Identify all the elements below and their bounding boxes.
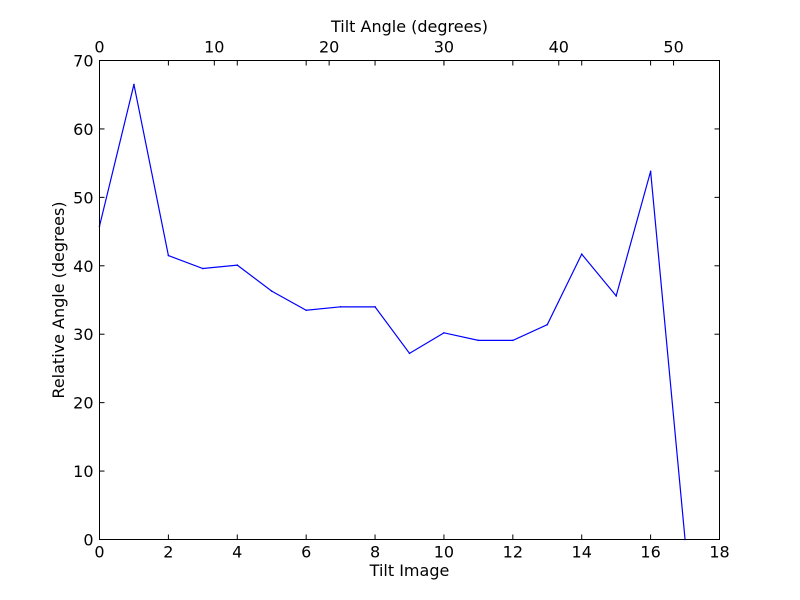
y-tick-label: 20 — [73, 394, 93, 413]
y-tick-label: 60 — [73, 120, 93, 139]
y-tick-label: 30 — [73, 325, 93, 344]
x-tick-label: 2 — [163, 543, 173, 562]
x-tick-label: 14 — [572, 543, 592, 562]
data-point — [270, 290, 273, 292]
x-tick-label: 16 — [640, 543, 660, 562]
x-tick-label: 0 — [94, 543, 104, 562]
data-point — [615, 295, 617, 297]
x-tick-label: 8 — [370, 543, 380, 562]
top-x-tick-label: 10 — [204, 38, 224, 57]
top-x-tick-label: 40 — [549, 38, 569, 57]
y-tick-label: 70 — [73, 52, 93, 71]
x-tick-label: 4 — [232, 543, 242, 562]
top-x-axis-label: Tilt Angle (degrees) — [330, 17, 488, 36]
data-point — [546, 323, 549, 326]
series-line — [98, 84, 686, 540]
data-point — [649, 170, 652, 173]
data-point — [133, 83, 135, 86]
y-axis-label: Relative Angle (degrees) — [49, 201, 68, 398]
data-point — [512, 339, 514, 342]
data-point — [408, 352, 411, 355]
top-x-tick-label: 30 — [434, 38, 454, 57]
series-layer — [98, 83, 686, 541]
data-point — [443, 332, 445, 334]
data-point — [339, 306, 342, 308]
x-tick-label: 18 — [709, 543, 729, 562]
x-tick-label: 12 — [503, 543, 523, 562]
x-tick-label: 10 — [434, 543, 454, 562]
top-x-tick-label: 0 — [94, 38, 104, 57]
y-tick-label: 0 — [83, 531, 93, 550]
data-point — [374, 306, 376, 308]
y-tick-label: 10 — [73, 462, 93, 481]
data-point — [477, 339, 480, 342]
y-tick-label: 40 — [73, 257, 93, 276]
x-axis-label: Tilt Image — [369, 561, 450, 580]
x-tick-label: 6 — [301, 543, 311, 562]
data-point — [167, 254, 170, 257]
plot-area-frame — [99, 60, 720, 540]
ticks-layer: 0 2 4 6 8 10 12 14 16 18 0 10 20 30 40 50 0 10 20 30 40 50 60 7… — [73, 38, 730, 562]
data-point — [202, 267, 204, 270]
data-point — [305, 309, 307, 312]
top-x-tick-label: 20 — [319, 38, 339, 57]
data-point — [236, 264, 239, 266]
top-x-tick-label: 50 — [663, 38, 683, 57]
y-tick-label: 50 — [73, 188, 93, 207]
data-point — [580, 253, 583, 255]
